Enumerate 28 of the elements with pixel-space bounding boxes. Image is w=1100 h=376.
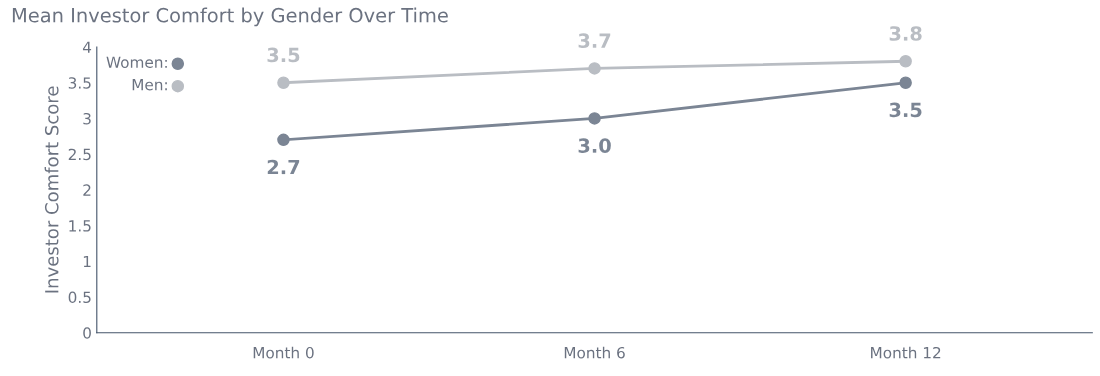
- y-tick-label: 4: [82, 41, 92, 53]
- legend-label: Men:: [132, 79, 167, 91]
- legend-label: Women:: [106, 56, 167, 68]
- chart-title: Mean Investor Comfort by Gender Over Time: [12, 7, 448, 27]
- y-tick-label: 1.5: [69, 220, 91, 232]
- y-axis-title: Investor Comfort Score: [44, 86, 59, 293]
- point: [588, 62, 601, 75]
- y-tick-label: 3.5: [68, 77, 91, 89]
- point: [899, 55, 912, 68]
- x-tick-label: Month 12: [871, 346, 941, 359]
- data-label: 3.5: [267, 47, 300, 63]
- y-tick-label: 3: [83, 112, 91, 125]
- data-label: 3.8: [889, 26, 922, 41]
- x-tick-label: Month 6: [564, 346, 625, 359]
- data-label: 3.0: [578, 138, 611, 153]
- data-label: 2.7: [267, 159, 300, 175]
- x-tick-label: Month 0: [253, 346, 314, 359]
- point: [277, 133, 290, 147]
- y-tick-label: 0: [83, 327, 91, 339]
- y-tick-label: 2: [83, 184, 91, 196]
- data-label: 3.5: [889, 102, 922, 118]
- y-tick-label: 0.5: [68, 291, 91, 304]
- y-tick-label: 1: [83, 255, 91, 268]
- point: [899, 76, 912, 89]
- y-tick-label: 2.5: [68, 148, 91, 161]
- point: [277, 76, 290, 89]
- point: [588, 112, 601, 125]
- data-label: 3.7: [578, 33, 611, 48]
